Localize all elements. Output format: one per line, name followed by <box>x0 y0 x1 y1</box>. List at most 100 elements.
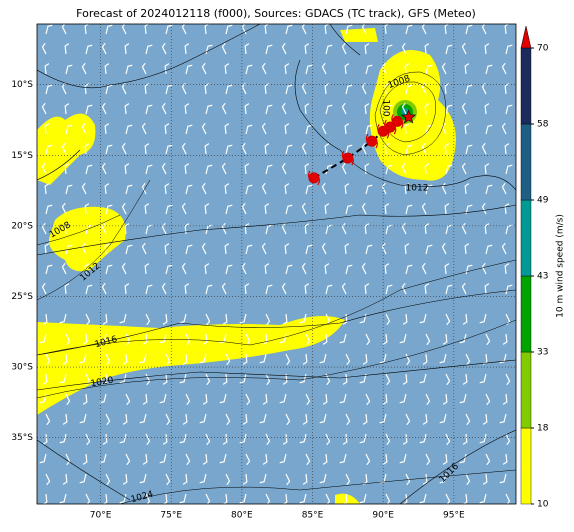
wind-barb <box>44 183 50 195</box>
wind-barb <box>325 373 331 386</box>
wind-barb <box>284 63 290 75</box>
wind-barb <box>261 122 267 135</box>
wind-barb <box>504 83 510 95</box>
wind-barb <box>185 64 193 75</box>
wind-barb <box>502 333 508 345</box>
wind-barb <box>121 142 127 155</box>
wind-barb <box>264 83 270 95</box>
wind-barb <box>165 413 171 426</box>
wind-barb <box>505 224 513 235</box>
isobar-label: 1020 <box>90 376 115 390</box>
colorbar-tick-label: 33 <box>537 348 548 358</box>
wind-barb <box>224 243 230 255</box>
wind-barb <box>239 373 247 384</box>
wind-barb <box>439 353 447 364</box>
wind-barb <box>322 453 328 465</box>
wind-barb <box>364 103 370 115</box>
wind-barb <box>385 433 391 446</box>
wind-barb <box>381 242 387 255</box>
wind-barb <box>125 393 131 406</box>
wind-barb <box>399 393 407 404</box>
wind-barb <box>145 104 153 115</box>
wind-barb <box>119 493 127 504</box>
ocean <box>37 24 516 504</box>
wind-barb <box>265 313 271 326</box>
wind-barb <box>325 44 333 55</box>
wind-barb <box>341 42 347 55</box>
wind-barb <box>305 64 313 75</box>
wind-barb <box>325 224 333 235</box>
x-tick-label: 90°E <box>372 511 394 521</box>
wind-barb <box>181 202 187 215</box>
wind-barb <box>365 244 373 255</box>
wind-barb <box>304 103 310 115</box>
wind-barb <box>162 493 168 504</box>
wind-barb <box>305 244 313 255</box>
coastlines <box>37 24 516 504</box>
wind-barb <box>279 333 287 344</box>
wind-barb <box>141 62 147 75</box>
wind-barb <box>105 353 111 366</box>
wind-barb <box>361 262 367 275</box>
wind-barb <box>484 283 490 295</box>
wind-barb <box>145 433 151 446</box>
wind-barb <box>341 162 347 175</box>
wind-barb <box>239 433 247 444</box>
wind-barb <box>345 473 351 486</box>
wind-barb <box>344 123 350 135</box>
wind-barb <box>121 262 127 275</box>
wind-barb <box>165 84 173 95</box>
wind-barb <box>85 373 91 386</box>
wind-barb <box>142 393 148 405</box>
wind-barb <box>139 353 147 364</box>
wind-barb <box>185 393 191 406</box>
wind-barb <box>105 144 113 155</box>
wind-barb <box>499 413 507 424</box>
wind-barb <box>45 144 53 155</box>
wind-barb <box>225 204 233 215</box>
wind-barb <box>85 433 91 446</box>
wind-barb <box>42 373 48 385</box>
y-tick-label: 20°S <box>11 221 33 231</box>
y-tick-label: 10°S <box>11 80 33 90</box>
grid <box>37 24 516 504</box>
wind-barb <box>245 333 251 346</box>
wind-barb <box>342 493 348 504</box>
wind-barb <box>339 453 347 464</box>
wind-barb <box>145 493 151 504</box>
wind-barb <box>324 143 330 155</box>
wind-barb <box>385 224 393 235</box>
wind-barb <box>201 62 207 75</box>
wind-barb <box>104 243 110 255</box>
wind-barb <box>141 182 147 195</box>
wind-barb <box>42 433 48 445</box>
wind-barb <box>405 24 413 35</box>
wind-barb <box>461 282 467 295</box>
wind-barb <box>205 284 213 295</box>
y-tick-label: 15°S <box>11 151 33 161</box>
wind-barb <box>359 373 367 384</box>
wind-barb <box>481 24 487 35</box>
wind-barb <box>462 313 468 325</box>
wind-barb <box>59 373 67 384</box>
wind-barb <box>185 333 191 346</box>
wind-barb <box>162 373 168 385</box>
wind-barb <box>301 24 307 35</box>
wind-barb <box>264 203 270 215</box>
wind-barb <box>65 393 71 406</box>
wind-barb <box>439 473 447 484</box>
wind-barb <box>165 264 173 275</box>
wind-barb <box>485 184 493 195</box>
map-frame <box>36 23 517 505</box>
wind-barb <box>505 104 513 115</box>
wind-barb <box>221 42 227 55</box>
wind-barb <box>222 313 228 325</box>
track <box>307 109 417 186</box>
wind-barb <box>359 313 367 324</box>
wind-barb <box>144 143 150 155</box>
track-point <box>342 152 354 164</box>
wind-barb <box>385 44 393 55</box>
wind-barb <box>259 353 267 364</box>
wind-barb <box>185 184 193 195</box>
